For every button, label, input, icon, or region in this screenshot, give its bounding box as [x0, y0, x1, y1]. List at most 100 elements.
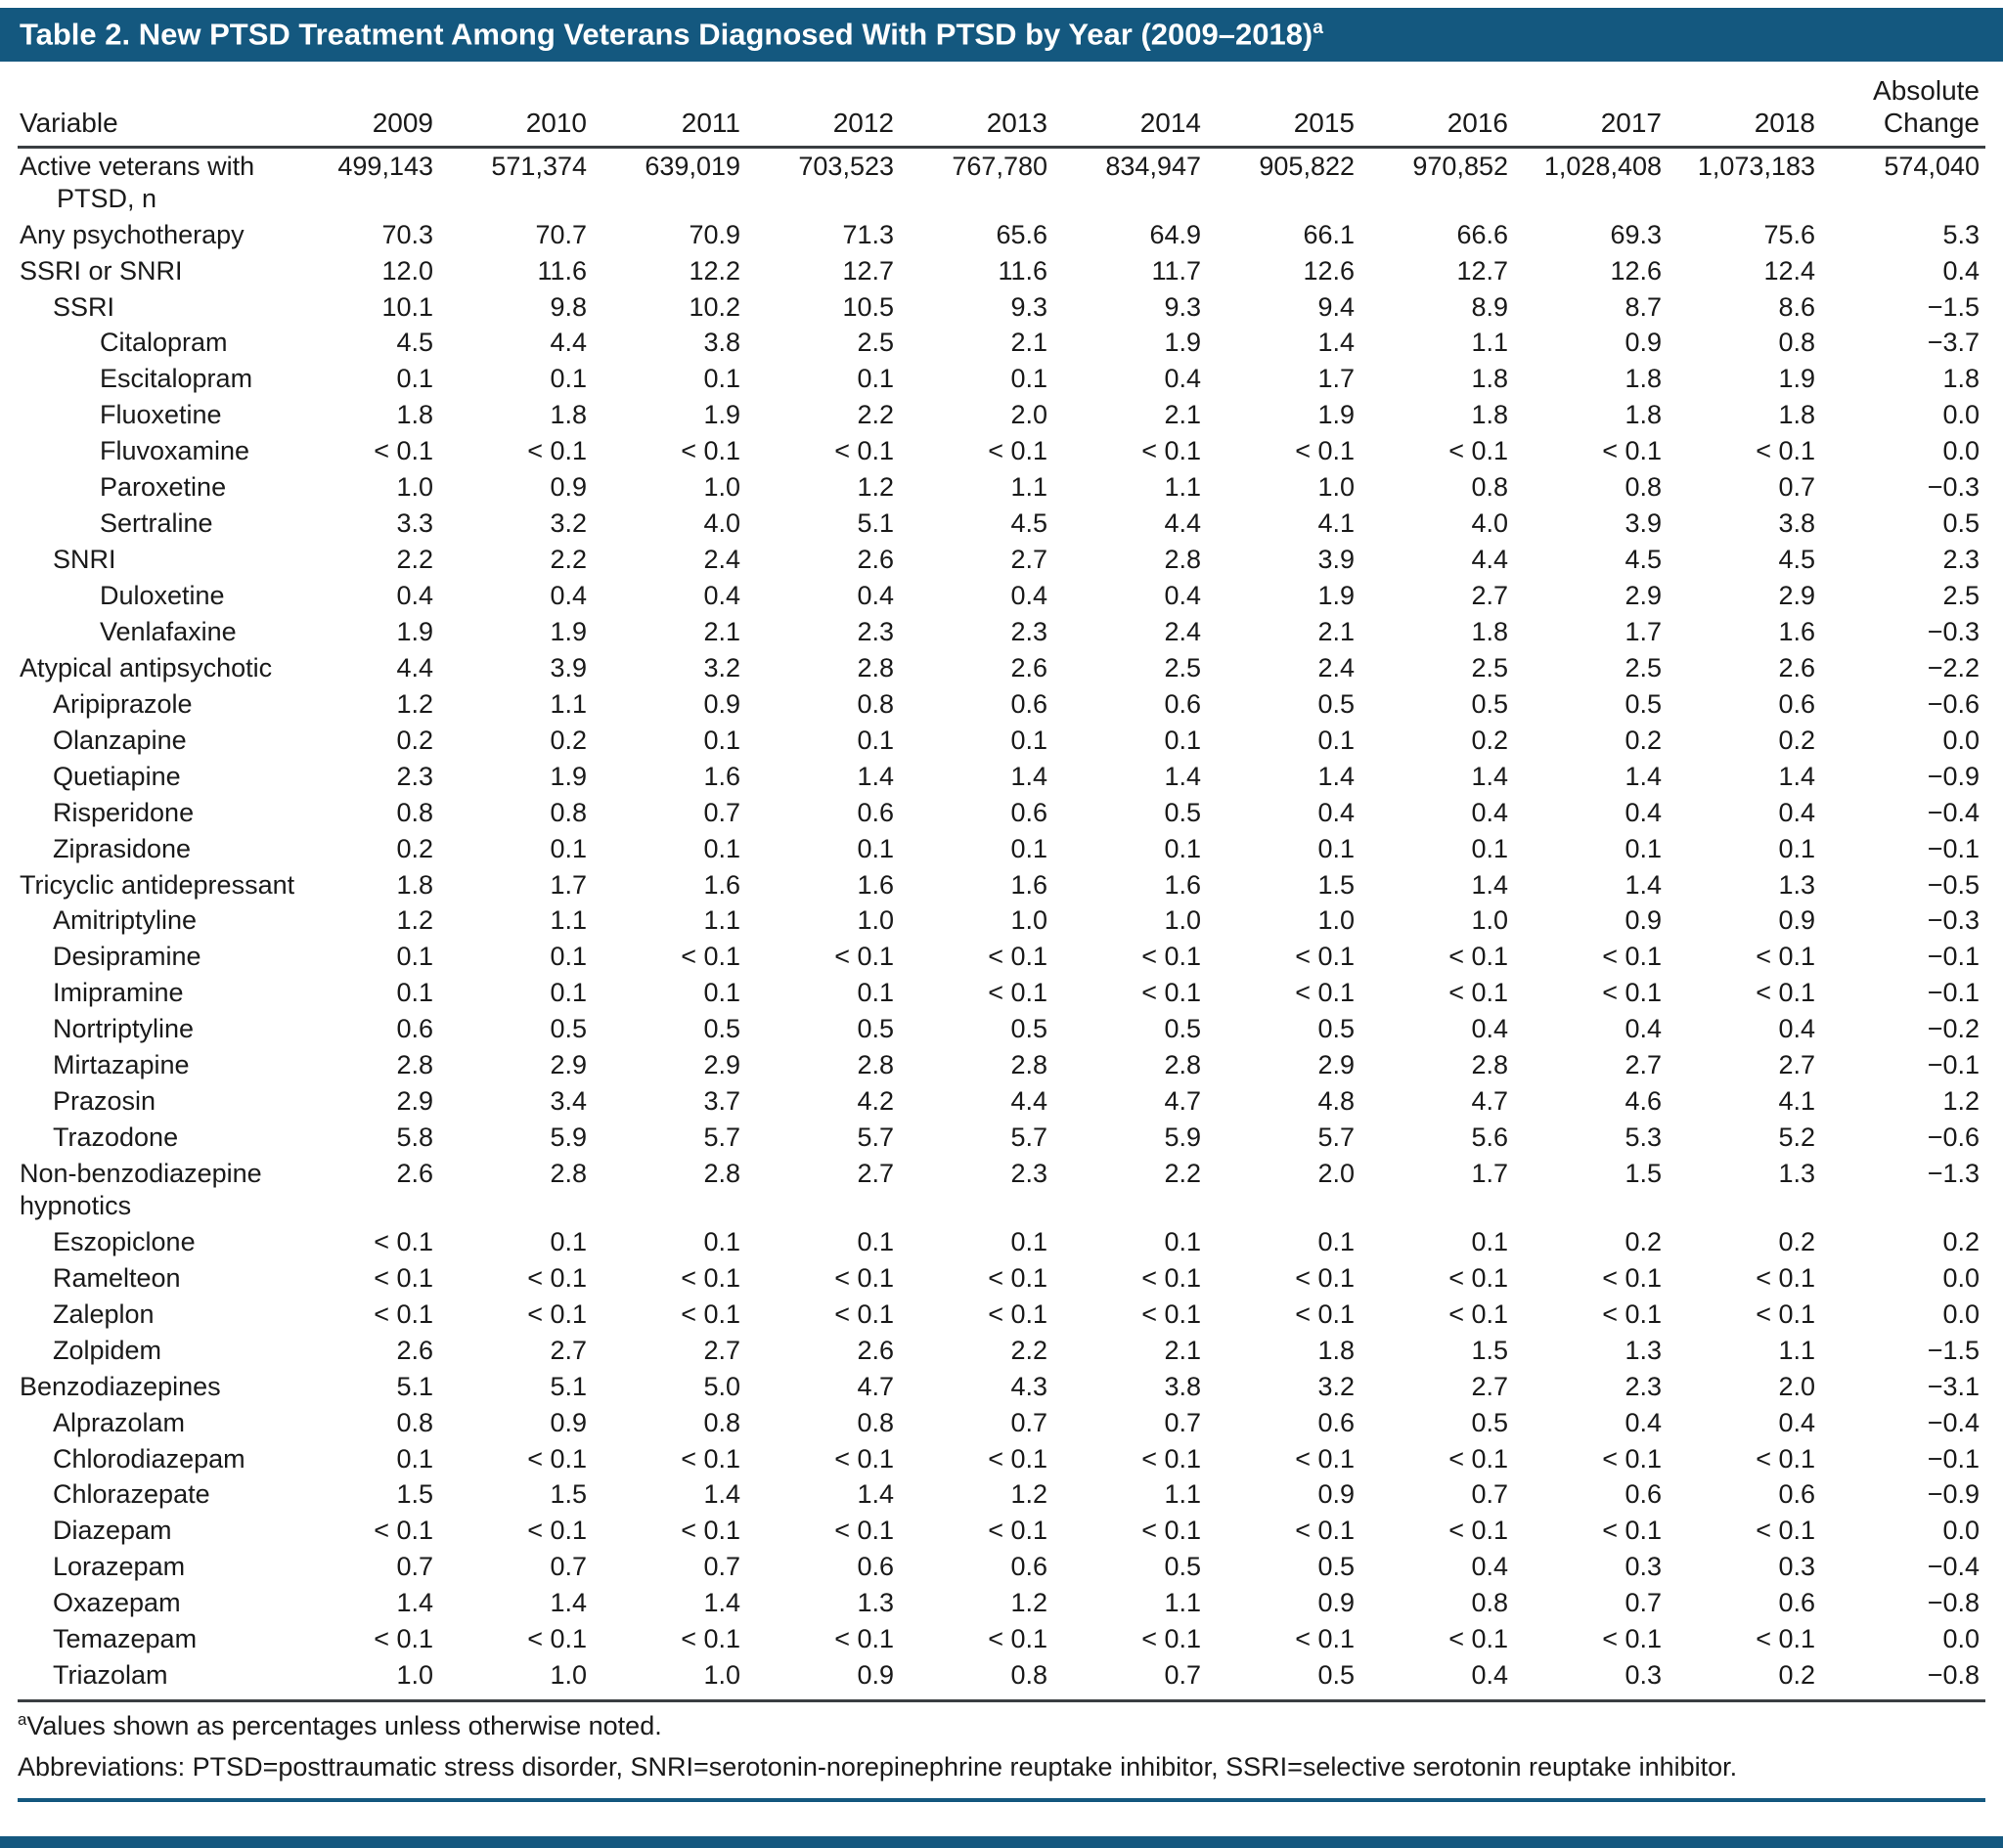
cell-2018: 0.1	[1778, 833, 1815, 863]
cell-2011: 5.0	[703, 1371, 740, 1401]
cell-2015: < 0.1	[1295, 436, 1355, 466]
cell-2018: 0.4	[1778, 1014, 1815, 1044]
cell-2017: 2.5	[1625, 652, 1662, 682]
cell-absolute-change: −0.1	[1927, 978, 1980, 1008]
cell-2009: 1.0	[396, 1660, 433, 1691]
cell-2011: 1.0	[703, 472, 740, 503]
cell-2016: 1.4	[1471, 869, 1508, 900]
cell-2012: < 0.1	[834, 942, 894, 972]
cell-2012: 2.5	[857, 328, 894, 358]
footnote-a-marker: a	[18, 1710, 27, 1730]
cell-2018: 5.2	[1778, 1122, 1815, 1153]
cell-2014: < 0.1	[1141, 942, 1201, 972]
cell-absolute-change: 1.8	[1942, 364, 1980, 394]
cell-2011: 4.0	[703, 508, 740, 539]
cell-2010: 1.9	[550, 616, 587, 646]
cell-absolute-change: −0.6	[1927, 1122, 1980, 1153]
cell-2010: 3.4	[550, 1086, 587, 1117]
cell-2017: < 0.1	[1602, 436, 1662, 466]
cell-2016: 0.4	[1471, 1660, 1508, 1691]
cell-absolute-change: 0.0	[1942, 1516, 1980, 1546]
cell-2009: 2.3	[396, 761, 433, 791]
cell-2011: 3.7	[703, 1086, 740, 1117]
cell-2017: 0.7	[1625, 1588, 1662, 1618]
row-label: Any psychotherapy	[20, 219, 245, 249]
cell-2015: 0.1	[1317, 725, 1355, 755]
cell-2014: < 0.1	[1141, 1624, 1201, 1654]
cell-2017: 0.2	[1625, 725, 1662, 755]
cell-absolute-change: 0.4	[1942, 255, 1980, 286]
cell-2011: 0.7	[703, 797, 740, 827]
cell-2012: 0.6	[857, 797, 894, 827]
row-label: SSRI or SNRI	[20, 255, 183, 286]
cell-2012: < 0.1	[834, 1262, 894, 1293]
row-label: Eszopiclone	[53, 1226, 196, 1256]
cell-2010: 5.1	[550, 1371, 587, 1401]
cell-2014: 0.7	[1164, 1407, 1201, 1437]
cell-2015: 0.5	[1317, 1660, 1355, 1691]
table-row: Imipramine 0.1 0.1 0.1 0.1 < 0.1 < 0.1 < 0.1 < 0…	[18, 975, 1985, 1011]
cell-absolute-change: 0.5	[1942, 508, 1980, 539]
table-row: Fluvoxamine < 0.1 < 0.1 < 0.1 < 0.1 < 0.1 < 0.…	[18, 433, 1985, 469]
header-row: Variable 2009 2010 2011 2012 2013 2014 2015 201…	[18, 75, 1985, 149]
cell-2010: 0.8	[550, 797, 587, 827]
cell-2017: < 0.1	[1602, 1262, 1662, 1293]
cell-2016: 8.9	[1471, 291, 1508, 322]
row-label: Mirtazapine	[53, 1050, 190, 1080]
row-label: Olanzapine	[53, 725, 187, 755]
table-row: SSRI or SNRI 12.0 11.6 12.2 12.7 11.6 11.7 12.6…	[18, 253, 1985, 289]
cell-2011: 0.8	[703, 1407, 740, 1437]
cell-2010: 0.1	[550, 942, 587, 972]
cell-2013: 1.1	[1010, 472, 1047, 503]
cell-2014: < 0.1	[1141, 1262, 1201, 1293]
cell-2017: 0.9	[1625, 905, 1662, 936]
cell-2016: 0.4	[1471, 1014, 1508, 1044]
cell-2016: 12.7	[1456, 255, 1508, 286]
cell-2011: 2.4	[703, 545, 740, 575]
cell-2009: 0.2	[396, 725, 433, 755]
cell-2016: 0.1	[1471, 1226, 1508, 1256]
table-row: Nortriptyline 0.6 0.5 0.5 0.5 0.5 0.5 0.5 0.4 0.4…	[18, 1011, 1985, 1047]
cell-2017: < 0.1	[1602, 942, 1662, 972]
cell-2010: 0.1	[550, 978, 587, 1008]
cell-2017: 1.4	[1625, 761, 1662, 791]
cell-2012: 2.6	[857, 545, 894, 575]
cell-2012: 0.5	[857, 1014, 894, 1044]
cell-2015: 2.9	[1317, 1050, 1355, 1080]
cell-2012: 703,523	[798, 151, 894, 181]
cell-absolute-change: 574,040	[1884, 151, 1980, 181]
cell-2015: < 0.1	[1295, 1516, 1355, 1546]
cell-2009: 0.8	[396, 1407, 433, 1437]
table-body: Active veterans with PTSD, n 499,143 571,3…	[18, 147, 1985, 1694]
cell-2011: 3.8	[703, 328, 740, 358]
cell-2013: 0.1	[1010, 833, 1047, 863]
cell-2011: 639,019	[645, 151, 740, 181]
cell-2018: < 0.1	[1756, 942, 1815, 972]
cell-2010: 0.4	[550, 581, 587, 611]
table-row: Sertraline 3.3 3.2 4.0 5.1 4.5 4.4 4.1 4.0 3.9 3.8…	[18, 506, 1985, 542]
cell-2016: 1.0	[1471, 905, 1508, 936]
cell-2018: 1,073,183	[1697, 151, 1815, 181]
cell-2009: 70.3	[381, 219, 433, 249]
cell-2015: 9.4	[1317, 291, 1355, 322]
column-header-year-2015: 2015	[1224, 75, 1378, 149]
cell-absolute-change: 0.0	[1942, 1262, 1980, 1293]
cell-2015: 1.9	[1317, 581, 1355, 611]
cell-2010: 2.8	[550, 1159, 587, 1189]
cell-2013: < 0.1	[988, 942, 1047, 972]
row-label: Aripiprazole	[53, 688, 193, 719]
cell-2012: 2.7	[857, 1159, 894, 1189]
cell-2013: 0.8	[1010, 1660, 1047, 1691]
cell-2011: < 0.1	[681, 436, 740, 466]
cell-2016: 1.8	[1471, 616, 1508, 646]
cell-2013: < 0.1	[988, 1262, 1047, 1293]
cell-2013: < 0.1	[988, 1443, 1047, 1474]
cell-2016: 1.5	[1471, 1335, 1508, 1365]
cell-2016: 970,852	[1412, 151, 1508, 181]
cell-2011: < 0.1	[681, 1298, 740, 1329]
row-label: Escitalopram	[100, 364, 253, 394]
cell-2018: 0.4	[1778, 797, 1815, 827]
cell-2012: 5.1	[857, 508, 894, 539]
cell-2012: 1.4	[857, 1479, 894, 1510]
cell-2014: 0.1	[1164, 1226, 1201, 1256]
